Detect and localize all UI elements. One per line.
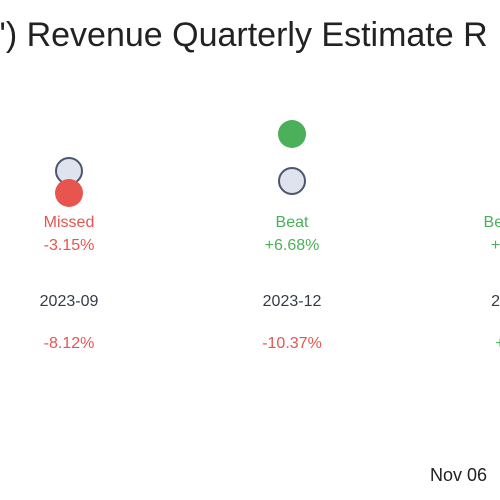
status-label: Missed (44, 214, 95, 231)
date-label: 20 (491, 293, 500, 310)
surprise-label: -3.15% (44, 237, 95, 254)
change-label: + (495, 335, 500, 352)
change-label: -8.12% (44, 335, 95, 352)
actual-point (55, 179, 83, 207)
chart-title: r') Revenue Quarterly Estimate R (0, 16, 488, 54)
date-label: 2023-12 (263, 293, 322, 310)
estimate-point (278, 167, 306, 195)
footer-date: Nov 06 (430, 465, 487, 485)
change-label: -10.37% (262, 335, 322, 352)
actual-point (278, 120, 306, 148)
status-label: Beat (484, 214, 500, 231)
surprise-label: +6 (491, 237, 500, 254)
date-label: 2023-09 (40, 293, 99, 310)
surprise-label: +6.68% (265, 237, 320, 254)
status-label: Beat (276, 214, 309, 231)
quarter-columns: Missed -3.15% 2023-09 -8.12% Beat +6.68% 2023-… (40, 120, 500, 352)
